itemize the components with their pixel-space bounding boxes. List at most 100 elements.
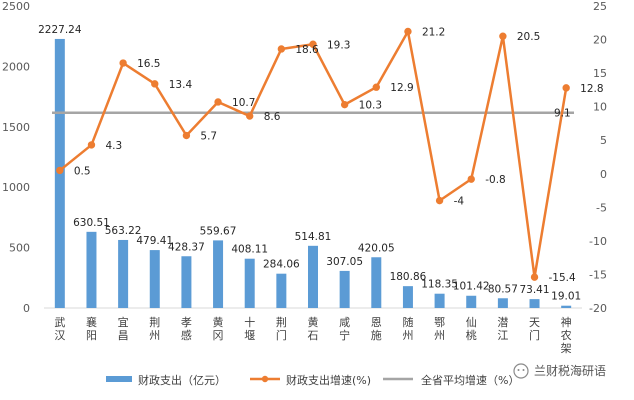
y-right-tick-label: -10 [589,235,607,248]
growth-point [246,112,254,120]
growth-value-label: 12.8 [580,83,603,95]
growth-value-label: 0.5 [74,165,91,177]
bar [561,305,572,308]
y-left-tick-label: 1500 [2,121,30,134]
bar [149,250,160,308]
category-label: 襄阳 [86,315,97,342]
growth-value-label: 21.2 [422,27,445,39]
y-right-tick-label: 10 [593,101,607,114]
bar [86,231,97,308]
category-label: 孝感 [181,316,192,342]
category-label: 宜昌 [118,315,129,342]
y-right-tick-label: 25 [593,0,607,13]
bar [497,298,508,308]
bar-value-label: 408.11 [231,244,268,256]
legend-line-label: 财政支出增速(%) [286,373,371,387]
growth-point [56,166,64,175]
category-label: 武汉 [54,316,65,342]
legend-bar-label: 财政支出（亿元） [138,373,226,387]
bar-value-label: 118.35 [421,279,458,291]
bar-value-label: 559.67 [200,225,237,237]
bar [244,258,255,308]
category-label: 黄石 [308,315,319,342]
bar-value-label: 19.01 [551,291,581,303]
wechat-icon [513,363,529,379]
growth-point [562,84,570,92]
growth-point [214,98,222,106]
growth-value-label: 10.7 [232,97,255,109]
growth-point [87,141,96,149]
growth-value-label: 13.4 [169,79,193,91]
growth-point [499,32,507,40]
category-label: 神农架 [561,315,572,355]
y-left-tick-label: 1000 [2,181,30,194]
bar-value-label: 630.51 [73,217,110,229]
growth-value-label: 20.5 [517,31,540,43]
bar [402,286,413,308]
y-right-tick-label: 20 [593,34,607,47]
watermark: 兰财税海研语 [513,363,606,379]
growth-point [435,196,444,205]
y-right-tick-label: -20 [589,302,607,315]
average-value-label: 9.1 [554,108,571,120]
bar [466,295,477,308]
y-right-tick-label: -15 [589,268,607,281]
category-label: 潜江 [497,315,508,342]
bar [213,240,224,308]
bar-value-label: 180.86 [390,271,427,283]
bar-value-label: 101.42 [453,281,490,293]
bar [434,293,445,308]
y-right-tick-label: 5 [600,134,607,147]
legend-line-marker [261,375,269,383]
bar-value-label: 73.41 [519,284,549,296]
legend-bar-swatch [106,376,132,382]
growth-value-label: -4 [454,196,465,208]
bar-value-label: 284.06 [263,259,300,271]
category-label: 荆门 [276,316,287,342]
category-label: 恩施 [371,316,382,342]
bar-value-label: 2227.24 [38,24,82,36]
category-label: 仙桃 [466,316,477,342]
growth-value-label: 8.6 [264,111,281,123]
bar-value-label: 420.05 [358,242,395,254]
y-right-tick-label: 0 [600,168,607,181]
growth-value-label: 12.9 [390,82,413,94]
category-label: 黄冈 [213,315,224,342]
category-label: 咸宁 [339,316,350,342]
y-left-tick-label: 0 [23,302,30,315]
growth-point [404,27,412,36]
bar [339,270,350,308]
growth-point [119,59,127,67]
bar [118,239,129,308]
growth-value-label: 19.3 [327,39,350,51]
growth-value-label: 18.6 [295,44,319,56]
category-label: 鄂州 [434,316,445,342]
growth-point [277,45,286,53]
category-label: 天门 [529,316,540,342]
growth-point [182,131,191,140]
growth-point [309,40,317,48]
growth-value-label: 5.7 [200,131,217,143]
category-label: 十堰 [244,315,255,342]
watermark-text: 兰财税海研语 [534,363,606,378]
bar [181,256,192,308]
growth-value-label: 16.5 [137,58,160,70]
category-label: 荆州 [149,316,160,342]
growth-point [530,273,539,281]
bar-value-label: 479.41 [136,235,173,247]
growth-value-label: 4.3 [105,140,122,152]
bar-value-label: 563.22 [105,225,142,237]
bar-value-label: 514.81 [295,231,332,243]
growth-point [467,175,475,183]
y-right-tick-label: -5 [596,201,607,214]
bar [529,299,540,308]
growth-value-label: -0.8 [485,174,506,186]
bar [371,257,382,308]
bar-value-label: 80.57 [488,283,518,295]
growth-point [340,100,349,109]
bar [308,245,318,308]
growth-point [372,83,380,91]
y-left-tick-label: 2500 [2,0,30,13]
legend-avg-label: 全省平均增速（%） [421,373,519,387]
